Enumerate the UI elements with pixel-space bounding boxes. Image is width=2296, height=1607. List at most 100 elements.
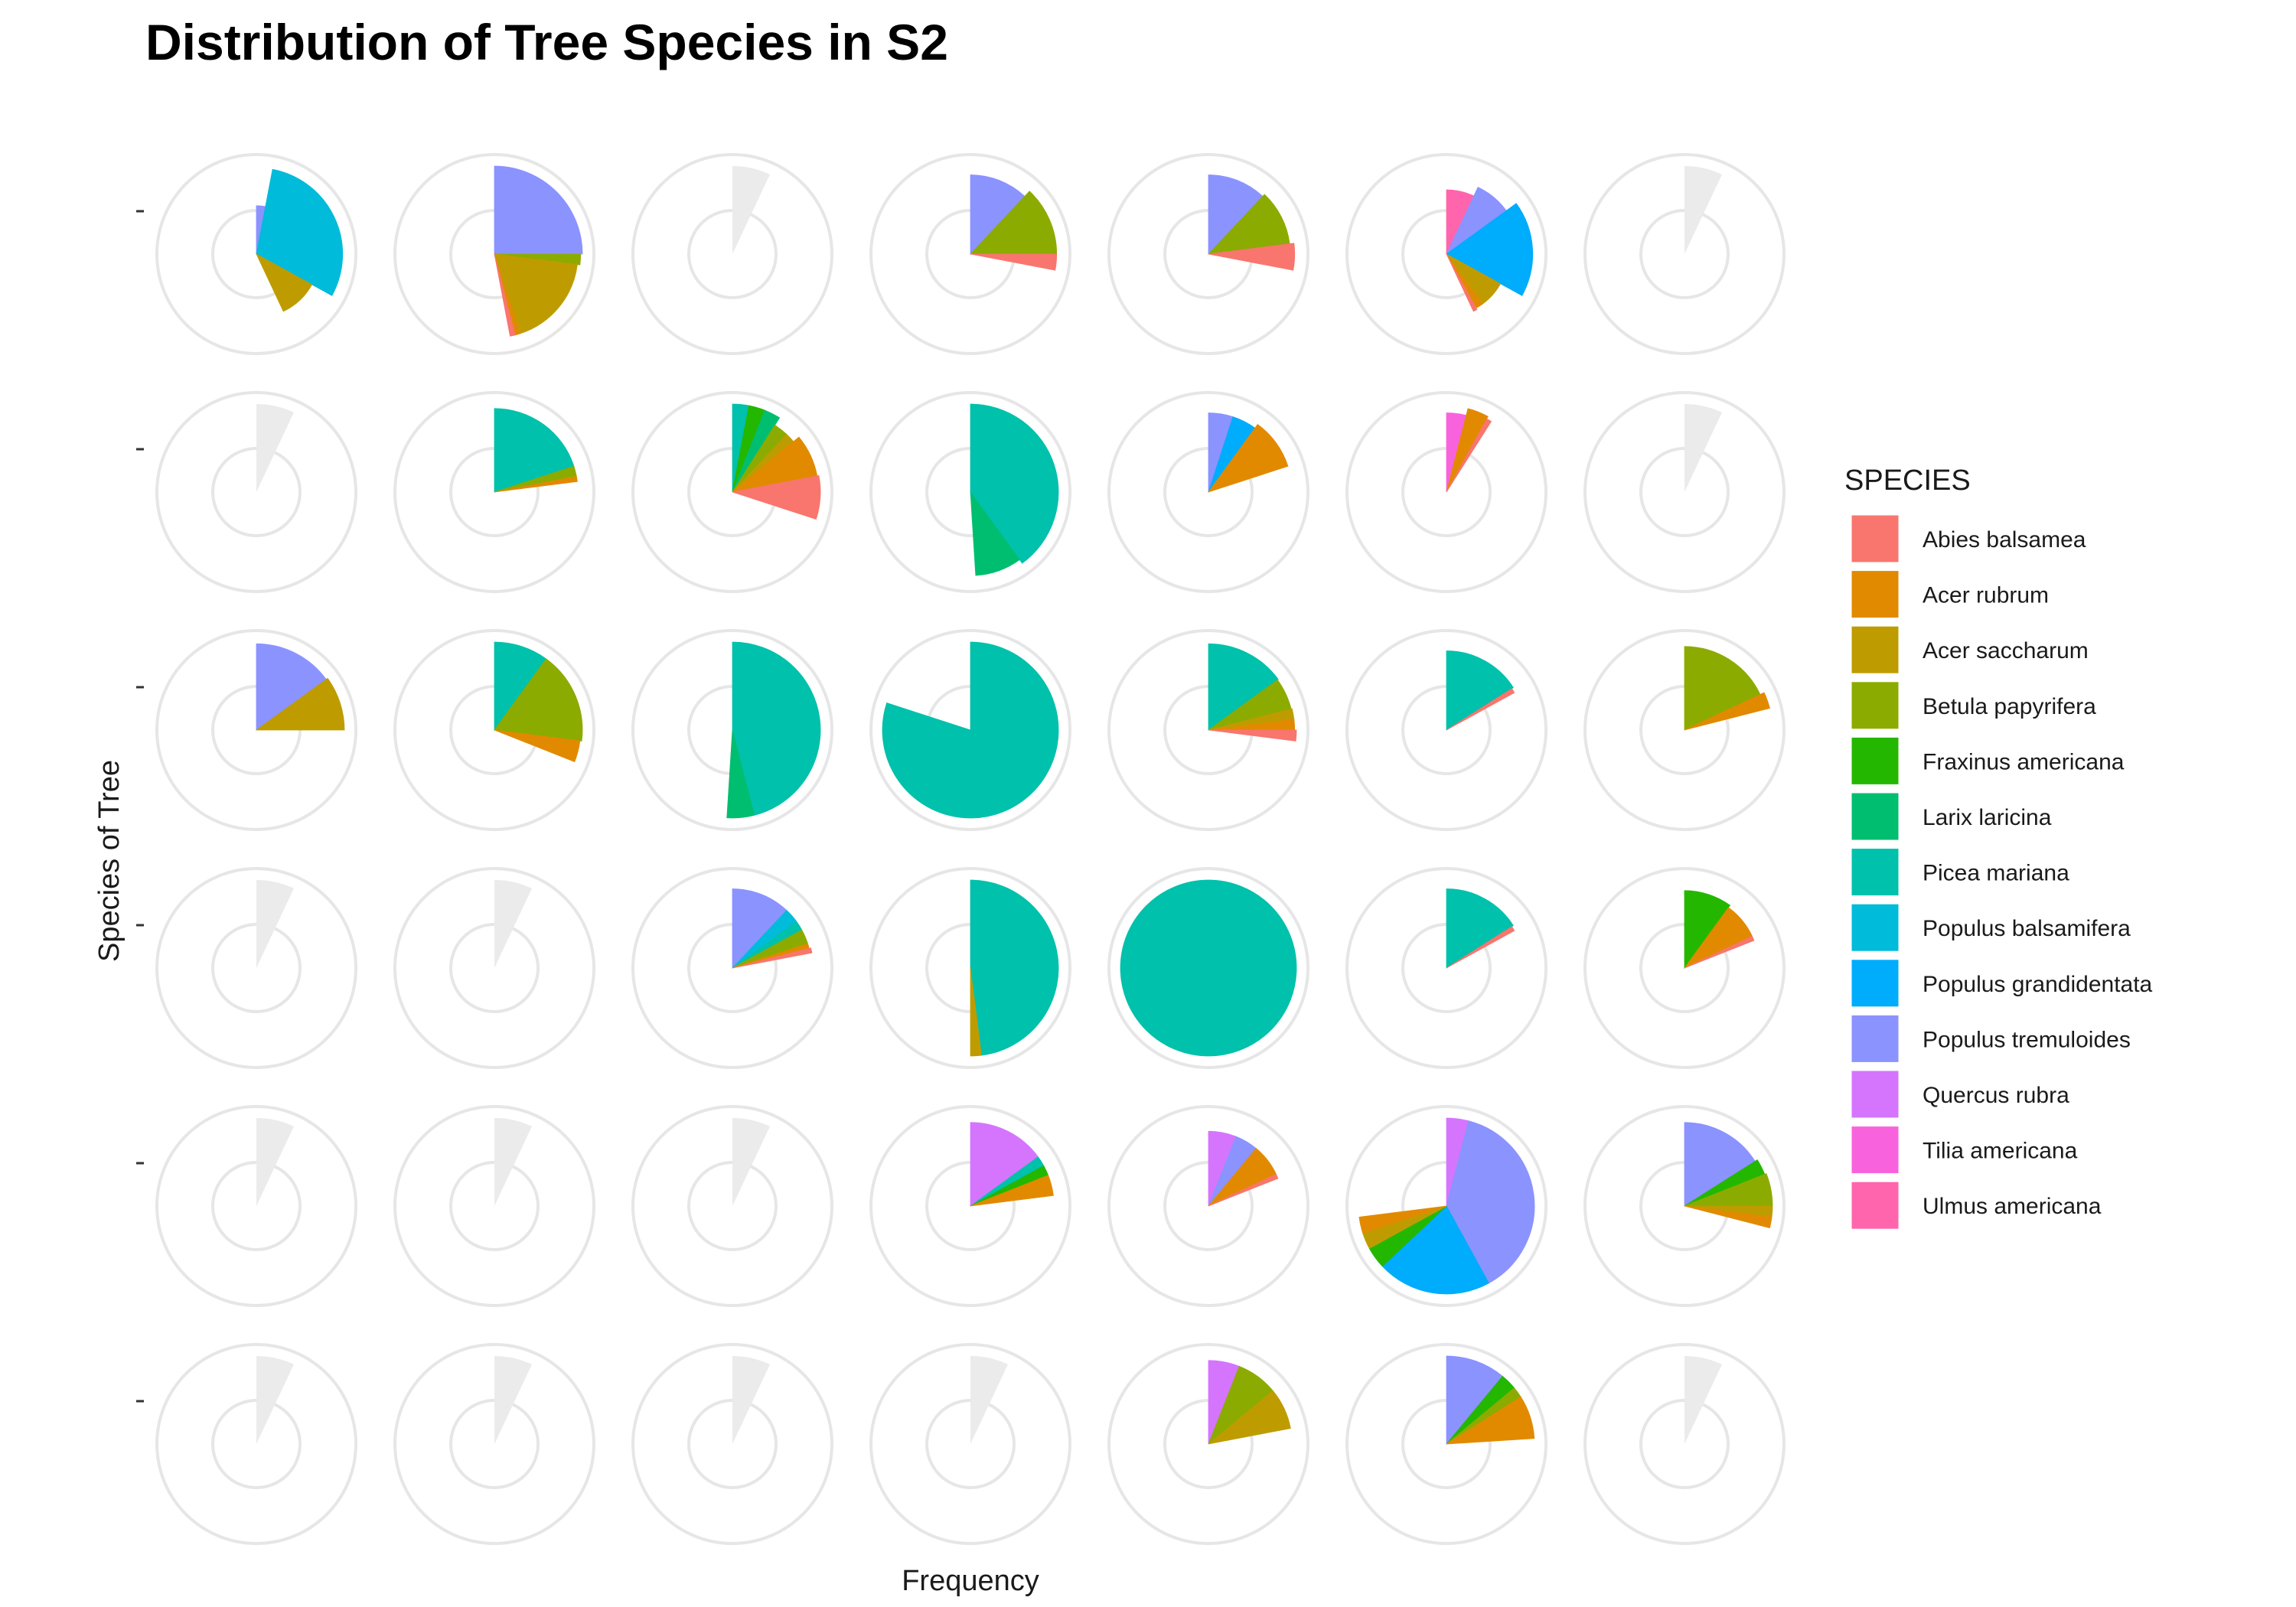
facet-r1-c4	[869, 153, 1071, 355]
slice-acer-rubrum	[970, 1175, 1054, 1207]
legend-key	[1849, 1179, 1901, 1231]
slice-abies-balsamea	[1208, 729, 1297, 742]
facet-r4-c1	[155, 867, 357, 1069]
facet-r5-c3	[631, 1105, 833, 1307]
legend-label: Picea mariana	[1923, 861, 2069, 886]
facet-r6-c2	[393, 1343, 595, 1545]
legend-label: Larix laricina	[1923, 805, 2052, 830]
slice-picea-mariana	[970, 879, 1059, 1056]
empty-wedge	[494, 1118, 532, 1206]
facet-r4-c7	[1583, 867, 1786, 1069]
legend-label: Quercus rubra	[1923, 1083, 2069, 1108]
slice-abies-balsamea	[494, 253, 516, 337]
legend-key	[1849, 901, 1901, 953]
facet-r2-c6	[1345, 391, 1548, 593]
outer-grid-circle	[1345, 391, 1548, 593]
slice-abies-balsamea	[1208, 243, 1296, 271]
slice-populus-tremuloides	[732, 888, 788, 970]
outer-grid-circle	[869, 867, 1071, 1069]
slice-larix-laricina	[726, 729, 755, 819]
legend-label: Fraxinus americana	[1923, 749, 2125, 774]
slice-populus-tremuloides	[1446, 1355, 1503, 1446]
facet-r6-c3	[631, 1343, 833, 1545]
legend-item: Larix laricina	[1849, 790, 2052, 843]
facet-r3-c7	[1583, 629, 1786, 831]
outer-grid-circle	[631, 391, 833, 593]
slice-abies-balsamea	[970, 253, 1058, 271]
slice-betula-papyrifera	[1207, 194, 1290, 255]
facet-r4-c3	[631, 867, 833, 1069]
empty-wedge	[1684, 403, 1722, 492]
slice-quercus-rubra	[970, 1122, 1039, 1207]
facet-r1-c2	[393, 153, 595, 355]
slice-acer-rubrum	[1358, 1205, 1447, 1234]
slice-populus-tremuloides	[494, 165, 583, 255]
outer-grid-circle	[155, 867, 357, 1069]
outer-grid-circle	[1345, 153, 1548, 355]
slice-populus-tremuloides	[1684, 1122, 1756, 1207]
empty-wedge	[494, 1356, 532, 1444]
facet-r6-c6	[1345, 1343, 1548, 1545]
legend-item: Acer saccharum	[1849, 624, 2089, 676]
slice-acer-rubrum	[1446, 1396, 1535, 1445]
legend-key	[1849, 624, 1901, 676]
facet-r2-c7	[1583, 391, 1786, 593]
facet-r6-c7	[1583, 1343, 1786, 1545]
chart-title: Distribution of Tree Species in S2	[145, 14, 948, 70]
y-axis-ticks	[136, 210, 144, 1403]
outer-grid-circle	[393, 867, 595, 1069]
empty-wedge	[494, 880, 532, 968]
slice-populus-balsamifera	[256, 168, 344, 296]
facet-r1-c5	[1107, 153, 1309, 355]
empty-wedge	[732, 1356, 770, 1444]
outer-grid-circle	[631, 1105, 833, 1307]
legend-label: Abies balsamea	[1923, 527, 2086, 553]
slice-acer-saccharum	[256, 253, 313, 312]
legend: SPECIES Abies balsamea Acer rubrum Acer sa…	[1844, 464, 2153, 1231]
slice-acer-rubrum	[1684, 692, 1770, 731]
outer-grid-circle	[155, 1343, 357, 1545]
slice-acer-saccharum	[255, 677, 345, 731]
facet-r3-c1	[155, 629, 357, 831]
outer-grid-circle	[869, 1105, 1071, 1307]
legend-item: Populus tremuloides	[1849, 1012, 2131, 1064]
slice-populus-tremuloides	[970, 174, 1026, 256]
slice-picea-mariana	[1208, 643, 1279, 731]
y-axis-label: Species of Tree	[93, 760, 126, 962]
outer-grid-circle	[1345, 867, 1548, 1069]
outer-grid-circle	[393, 629, 595, 831]
facet-grid	[155, 153, 1786, 1545]
outer-grid-circle	[631, 629, 833, 831]
slice-picea-mariana	[732, 641, 821, 816]
facet-r3-c2	[393, 629, 595, 831]
legend-label: Acer rubrum	[1923, 583, 2049, 608]
legend-key	[1849, 735, 1901, 787]
legend-key	[1849, 680, 1901, 732]
slice-abies-balsamea	[1446, 418, 1492, 493]
outer-grid-circle	[869, 629, 1071, 831]
outer-grid-circle	[1107, 391, 1309, 593]
facet-r1-c3	[631, 153, 833, 355]
outer-grid-circle	[1583, 391, 1786, 593]
outer-grid-circle	[1583, 153, 1786, 355]
slice-populus-grandidentata	[1381, 1205, 1489, 1295]
slice-picea-mariana	[1446, 650, 1514, 731]
empty-wedge	[1684, 1356, 1722, 1444]
empty-wedge	[732, 166, 770, 254]
outer-grid-circle	[155, 153, 357, 355]
outer-grid-circle	[631, 867, 833, 1069]
slice-picea-mariana	[494, 641, 547, 732]
slice-acer-rubrum	[494, 476, 578, 493]
facet-r3-c6	[1345, 629, 1548, 831]
slice-acer-saccharum	[970, 967, 982, 1057]
legend-key	[1849, 790, 1901, 843]
facet-r3-c5	[1107, 629, 1309, 831]
slice-picea-mariana	[1446, 888, 1514, 969]
slice-abies-balsamea	[1446, 926, 1515, 969]
legend-key	[1849, 957, 1901, 1009]
slice-larix-laricina	[970, 491, 1020, 576]
slice-acer-rubrum	[494, 729, 581, 763]
slice-picea-mariana	[1120, 879, 1297, 1057]
facet-r3-c3	[631, 629, 833, 831]
